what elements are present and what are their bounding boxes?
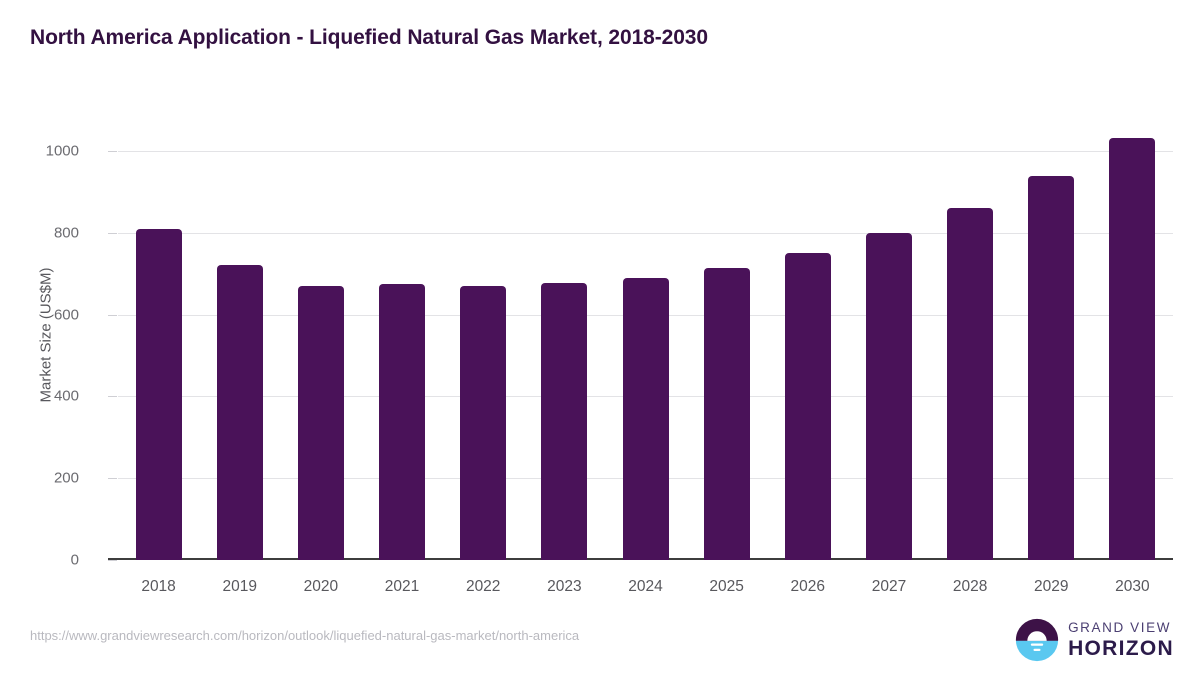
y-axis-tick-label: 800 <box>53 224 79 242</box>
bar-2030[interactable] <box>1109 137 1156 560</box>
y-axis-tick-label: 400 <box>53 387 79 405</box>
y-axis-tick-label: 600 <box>53 306 79 324</box>
y-tick-mark <box>108 150 117 152</box>
horizon-logo-icon <box>1015 618 1059 662</box>
x-axis-tick-label-2025: 2025 <box>709 578 744 595</box>
y-axis-tick-label: 1000 <box>45 142 79 160</box>
logo-text: GRAND VIEW HORIZON <box>1068 621 1174 659</box>
bar-2022[interactable] <box>460 285 507 560</box>
x-axis-tick-label-2019: 2019 <box>222 578 257 595</box>
x-axis-tick-label-2021: 2021 <box>384 578 420 595</box>
x-axis-tick-label-2026: 2026 <box>790 578 826 595</box>
y-tick-mark <box>108 314 117 316</box>
y-axis-title: Market Size (US$M) <box>37 267 55 403</box>
x-axis-tick-label-2024: 2024 <box>628 578 663 595</box>
logo-line-horizon: HORIZON <box>1068 636 1174 660</box>
x-axis-tick-label-2027: 2027 <box>871 578 907 595</box>
y-axis-tick-label: 0 <box>70 551 79 569</box>
plot-area: 0 200 400 600 800 1000 2018 2019 2020 2021 2022 202… <box>46 110 1173 595</box>
x-axis-tick-label-2018: 2018 <box>141 578 176 595</box>
bar-2029[interactable] <box>1028 175 1075 560</box>
y-tick-mark <box>108 560 117 561</box>
bar-2021[interactable] <box>379 283 426 560</box>
x-axis-tick-label-2030: 2030 <box>1115 578 1150 595</box>
bar-2024[interactable] <box>622 277 669 560</box>
x-axis-tick-label-2020: 2020 <box>303 578 339 595</box>
page-title: North America Application - Liquefied Na… <box>30 26 708 49</box>
y-gridline <box>118 150 1173 152</box>
bar-2018[interactable] <box>135 229 182 560</box>
bar-2028[interactable] <box>947 208 994 560</box>
y-gridline <box>118 232 1173 234</box>
y-tick-mark <box>108 478 117 480</box>
x-axis-tick-label-2028: 2028 <box>952 578 988 595</box>
source-url[interactable]: https://www.grandviewresearch.com/horizo… <box>30 628 580 643</box>
bar-2027[interactable] <box>865 233 912 560</box>
x-axis-tick-label-2022: 2022 <box>465 578 501 595</box>
bar-2020[interactable] <box>297 285 344 560</box>
x-axis-tick-label-2029: 2029 <box>1034 578 1069 595</box>
bar-2026[interactable] <box>784 253 831 560</box>
grand-view-horizon-logo[interactable]: GRAND VIEW HORIZON <box>1015 618 1174 662</box>
bar-2025[interactable] <box>703 267 750 560</box>
y-tick-mark <box>108 396 117 398</box>
x-axis-tick-label-2023: 2023 <box>547 578 582 595</box>
bar-2023[interactable] <box>541 283 588 560</box>
logo-line-grand-view: GRAND VIEW <box>1068 620 1172 636</box>
y-tick-mark <box>108 232 117 234</box>
y-axis-tick-label: 200 <box>53 469 79 487</box>
bar-2019[interactable] <box>216 265 263 560</box>
